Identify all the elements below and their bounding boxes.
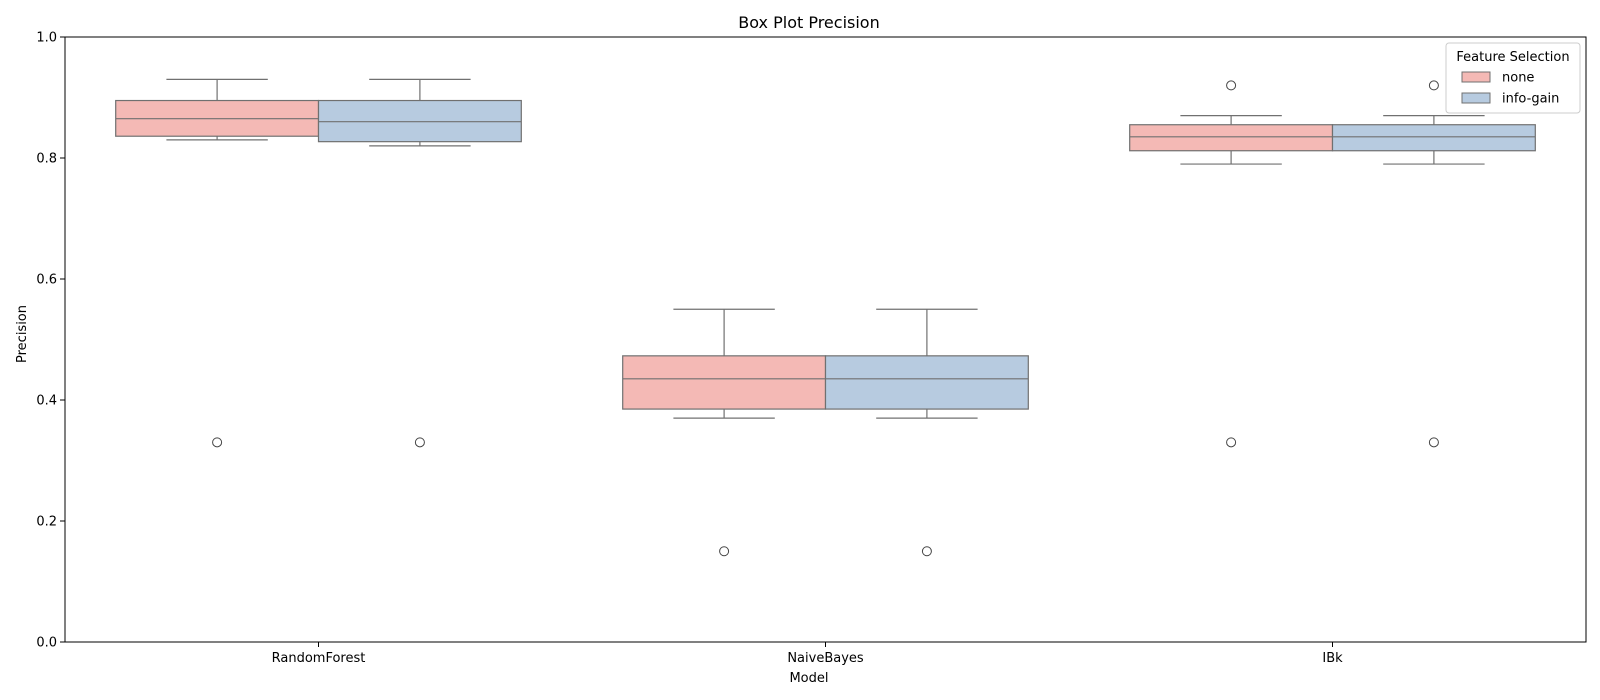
outlier-point <box>921 546 932 557</box>
y-tick-label: 0.6 <box>36 273 57 288</box>
outlier-point <box>1428 437 1439 448</box>
y-tick-label: 1.0 <box>36 31 57 46</box>
outlier-point <box>1226 437 1237 448</box>
legend-swatch-none <box>1461 71 1491 83</box>
outlier-point <box>414 437 425 448</box>
iqr-box <box>1129 124 1334 152</box>
outlier-point <box>212 437 223 448</box>
box-none-NaiveBayes <box>622 308 827 557</box>
x-tick-label: NaiveBayes <box>787 651 864 666</box>
iqr-box <box>317 99 522 143</box>
x-tick-label: RandomForest <box>272 651 366 666</box>
box-none-RandomForest <box>115 78 320 448</box>
box-none-IBk <box>1129 80 1334 448</box>
legend-swatch-info-gain <box>1461 92 1491 104</box>
y-axis-label: Precision <box>15 305 30 363</box>
iqr-box <box>622 355 827 410</box>
x-axis-label: Model <box>789 671 828 686</box>
outlier-point <box>1428 80 1439 91</box>
box-info-gain-NaiveBayes <box>824 308 1029 557</box>
outlier-point <box>1226 80 1237 91</box>
iqr-box <box>1331 124 1536 152</box>
x-tick-label: IBk <box>1322 651 1343 666</box>
y-tick-label: 0.0 <box>36 636 57 651</box>
box-info-gain-RandomForest <box>317 78 522 448</box>
outlier-point <box>719 546 730 557</box>
y-tick-label: 0.8 <box>36 152 57 167</box>
y-tick-label: 0.4 <box>36 394 57 409</box>
iqr-box <box>824 355 1029 410</box>
legend-label-none: none <box>1502 71 1534 86</box>
legend-title: Feature Selection <box>1456 50 1569 65</box>
y-tick-label: 0.2 <box>36 515 57 530</box>
box-info-gain-IBk <box>1331 80 1536 448</box>
chart-title: Box Plot Precision <box>738 13 879 32</box>
legend-label-info-gain: info-gain <box>1502 92 1559 107</box>
